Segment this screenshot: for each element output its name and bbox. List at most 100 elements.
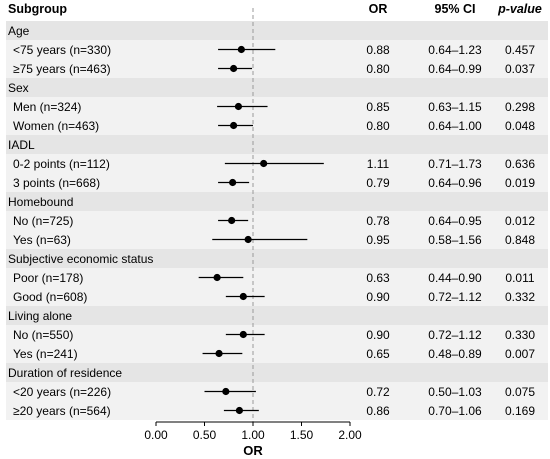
ci-value: 0.71–1.73 bbox=[428, 157, 482, 171]
row-band bbox=[6, 97, 548, 116]
ci-value: 0.58–1.56 bbox=[428, 233, 482, 247]
ci-value: 0.64–1.00 bbox=[428, 119, 482, 133]
row-label: <75 years (n=330) bbox=[13, 43, 111, 57]
group-label: IADL bbox=[8, 138, 35, 152]
row-band bbox=[6, 40, 548, 59]
group-band bbox=[6, 363, 548, 382]
or-point bbox=[213, 273, 221, 282]
or-value: 0.95 bbox=[366, 233, 390, 247]
p-value: 0.075 bbox=[505, 385, 535, 399]
or-point bbox=[234, 102, 243, 111]
or-value: 0.86 bbox=[366, 404, 390, 418]
table-header: Subgroup OR 95% CI p-value bbox=[8, 2, 542, 16]
x-axis: 0.00 0.50 1.00 1.50 2.00 OR bbox=[144, 421, 362, 458]
row-bands bbox=[6, 21, 548, 420]
or-point bbox=[235, 406, 244, 415]
p-value: 0.169 bbox=[505, 404, 535, 418]
p-value: 0.332 bbox=[505, 290, 535, 304]
or-value: 0.88 bbox=[366, 43, 390, 57]
group-band bbox=[6, 306, 548, 325]
x-tick-label: 0.00 bbox=[144, 428, 168, 442]
row-label: 3 points (n=668) bbox=[13, 176, 100, 190]
row-band bbox=[6, 344, 548, 363]
header-ci: 95% CI bbox=[435, 2, 476, 16]
group-label: Age bbox=[8, 24, 30, 38]
table-rows: Age <75 years (n=330) 0.88 0.64–1.23 0.457 ≥7… bbox=[8, 24, 535, 418]
or-value: 0.85 bbox=[366, 100, 390, 114]
group-label: Sex bbox=[8, 81, 29, 95]
row-label: Yes (n=63) bbox=[13, 233, 71, 247]
p-value: 0.048 bbox=[505, 119, 535, 133]
or-point bbox=[244, 235, 252, 244]
or-value: 0.65 bbox=[366, 347, 390, 361]
row-band bbox=[6, 325, 548, 344]
header-subgroup: Subgroup bbox=[8, 2, 67, 16]
or-point bbox=[222, 387, 230, 396]
ci-value: 0.72–1.12 bbox=[428, 328, 482, 342]
row-band bbox=[6, 116, 548, 135]
or-value: 0.90 bbox=[366, 328, 390, 342]
or-point bbox=[237, 45, 245, 54]
x-tick-label: 1.50 bbox=[290, 428, 314, 442]
row-band bbox=[6, 268, 548, 287]
or-value: 0.72 bbox=[366, 385, 390, 399]
or-point bbox=[230, 64, 238, 73]
row-label: Men (n=324) bbox=[13, 100, 81, 114]
or-value: 1.11 bbox=[367, 157, 390, 171]
header-p-value: p-value bbox=[497, 2, 542, 16]
p-value: 0.019 bbox=[505, 176, 535, 190]
or-point bbox=[228, 216, 236, 225]
row-label: Poor (n=178) bbox=[13, 271, 83, 285]
row-label: Yes (n=241) bbox=[13, 347, 78, 361]
group-label: Duration of residence bbox=[8, 366, 122, 380]
p-value: 0.848 bbox=[505, 233, 535, 247]
row-label: <20 years (n=226) bbox=[13, 385, 111, 399]
header-or: OR bbox=[369, 2, 388, 16]
row-band bbox=[6, 287, 548, 306]
x-axis-label: OR bbox=[243, 443, 263, 458]
group-label: Subjective economic status bbox=[8, 252, 153, 266]
group-band bbox=[6, 135, 548, 154]
group-label: Living alone bbox=[8, 309, 72, 323]
p-value: 0.012 bbox=[505, 214, 535, 228]
row-label: No (n=550) bbox=[13, 328, 73, 342]
group-label: Homebound bbox=[8, 195, 73, 209]
x-tick-label: 2.00 bbox=[338, 428, 362, 442]
row-band bbox=[6, 211, 548, 230]
p-value: 0.298 bbox=[505, 100, 535, 114]
ci-value: 0.64–0.95 bbox=[428, 214, 482, 228]
ci-value: 0.64–1.23 bbox=[428, 43, 482, 57]
ci-value: 0.72–1.12 bbox=[428, 290, 482, 304]
p-value: 0.037 bbox=[505, 62, 535, 76]
or-value: 0.79 bbox=[366, 176, 390, 190]
or-value: 0.80 bbox=[366, 119, 390, 133]
p-value: 0.330 bbox=[505, 328, 535, 342]
ci-value: 0.50–1.03 bbox=[428, 385, 482, 399]
row-band bbox=[6, 59, 548, 78]
row-label: Good (n=608) bbox=[13, 290, 87, 304]
row-label: Women (n=463) bbox=[13, 119, 99, 133]
row-label: ≥75 years (n=463) bbox=[13, 62, 111, 76]
or-point bbox=[239, 292, 247, 301]
row-label: No (n=725) bbox=[13, 214, 73, 228]
group-band bbox=[6, 21, 548, 40]
or-value: 0.90 bbox=[366, 290, 390, 304]
ci-value: 0.44–0.90 bbox=[428, 271, 482, 285]
row-band bbox=[6, 382, 548, 401]
p-value: 0.011 bbox=[505, 271, 534, 285]
or-point bbox=[229, 178, 237, 187]
ci-value: 0.48–0.89 bbox=[428, 347, 482, 361]
ci-value: 0.70–1.06 bbox=[428, 404, 482, 418]
row-band bbox=[6, 401, 548, 420]
or-point bbox=[230, 121, 238, 130]
chart-marks bbox=[198, 45, 324, 415]
group-band bbox=[6, 78, 548, 97]
p-value: 0.007 bbox=[505, 347, 535, 361]
or-point bbox=[260, 159, 268, 168]
or-point bbox=[239, 330, 247, 339]
x-tick-label: 0.50 bbox=[193, 428, 217, 442]
ci-value: 0.63–1.15 bbox=[428, 100, 482, 114]
row-band bbox=[6, 173, 548, 192]
or-value: 0.78 bbox=[366, 214, 390, 228]
x-tick-label: 1.00 bbox=[241, 428, 265, 442]
